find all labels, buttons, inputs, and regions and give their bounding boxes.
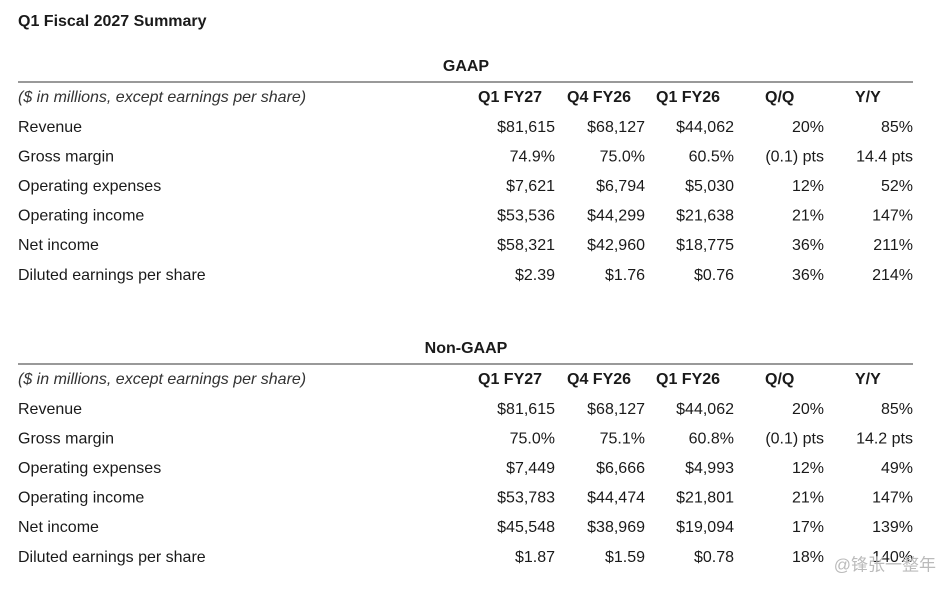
cell: 75.0% xyxy=(600,148,645,165)
row-label: Gross margin xyxy=(18,430,114,447)
cell: 21% xyxy=(792,208,824,225)
cell: 20% xyxy=(792,401,824,418)
column-header: Q4 FY26 xyxy=(567,89,631,106)
cell: 18% xyxy=(792,549,824,566)
column-header: Q1 FY27 xyxy=(478,89,542,106)
cell: 211% xyxy=(873,237,913,254)
cell: 140% xyxy=(872,549,913,566)
cell: $44,474 xyxy=(587,490,645,507)
cell: $19,094 xyxy=(676,519,734,536)
cell: 49% xyxy=(881,460,913,477)
cell: $7,621 xyxy=(506,178,555,195)
cell: 17% xyxy=(792,519,824,536)
row-label: Operating income xyxy=(18,208,144,225)
cell: 14.4 pts xyxy=(856,148,913,165)
cell: 60.8% xyxy=(689,430,734,447)
cell: $38,969 xyxy=(587,519,645,536)
cell: $2.39 xyxy=(515,267,555,284)
row-label: Diluted earnings per share xyxy=(18,267,206,284)
cell: (0.1) pts xyxy=(765,148,824,165)
cell: $68,127 xyxy=(587,401,645,418)
cell: 74.9% xyxy=(510,148,555,165)
cell: $21,638 xyxy=(676,208,734,225)
cell: 60.5% xyxy=(689,148,734,165)
cell: 75.1% xyxy=(600,430,645,447)
cell: $4,993 xyxy=(685,460,734,477)
cell: $45,548 xyxy=(497,519,555,536)
cell: 36% xyxy=(792,267,824,284)
cell: 12% xyxy=(792,178,824,195)
row-label: Operating income xyxy=(18,490,144,507)
cell: $5,030 xyxy=(685,178,734,195)
cell: 214% xyxy=(872,267,913,284)
cell: 139% xyxy=(872,519,913,536)
row-label: Net income xyxy=(18,237,99,254)
column-header: Y/Y xyxy=(855,371,881,388)
row-label: Diluted earnings per share xyxy=(18,549,206,566)
cell: 147% xyxy=(872,208,913,225)
cell: $81,615 xyxy=(497,119,555,136)
cell: 85% xyxy=(881,401,913,418)
column-header: Q1 FY26 xyxy=(656,89,720,106)
watermark: @锋张一整年 xyxy=(834,555,936,574)
cell: $44,062 xyxy=(676,119,734,136)
row-label: Gross margin xyxy=(18,148,114,165)
cell: $18,775 xyxy=(676,237,734,254)
cell: $58,321 xyxy=(497,237,555,254)
cell: $81,615 xyxy=(497,401,555,418)
cell: 36% xyxy=(792,237,824,254)
column-header: Q1 FY27 xyxy=(478,371,542,388)
row-label: Revenue xyxy=(18,401,82,418)
cell: $1.76 xyxy=(605,267,645,284)
cell: 20% xyxy=(792,119,824,136)
cell: $68,127 xyxy=(587,119,645,136)
cell: $1.59 xyxy=(605,549,645,566)
cell: 75.0% xyxy=(510,430,555,447)
column-header: Y/Y xyxy=(855,89,881,106)
caption: ($ in millions, except earnings per shar… xyxy=(18,89,306,106)
column-header: Q/Q xyxy=(765,371,794,388)
row-label: Net income xyxy=(18,519,99,536)
page-title: Q1 Fiscal 2027 Summary xyxy=(18,13,207,30)
cell: 14.2 pts xyxy=(856,430,913,447)
cell: $0.78 xyxy=(694,549,734,566)
column-header: Q/Q xyxy=(765,89,794,106)
row-label: Operating expenses xyxy=(18,178,161,195)
cell: 52% xyxy=(881,178,913,195)
section-heading: GAAP xyxy=(443,58,490,75)
cell: $42,960 xyxy=(587,237,645,254)
row-label: Operating expenses xyxy=(18,460,161,477)
cell: 21% xyxy=(792,490,824,507)
cell: $1.87 xyxy=(515,549,555,566)
cell: $53,783 xyxy=(497,490,555,507)
cell: $21,801 xyxy=(676,490,734,507)
cell: 147% xyxy=(872,490,913,507)
cell: (0.1) pts xyxy=(765,430,824,447)
cell: 12% xyxy=(792,460,824,477)
cell: $7,449 xyxy=(506,460,555,477)
cell: $44,062 xyxy=(676,401,734,418)
cell: 85% xyxy=(881,119,913,136)
cell: $6,666 xyxy=(596,460,645,477)
section-heading: Non-GAAP xyxy=(425,340,508,357)
cell: $0.76 xyxy=(694,267,734,284)
caption: ($ in millions, except earnings per shar… xyxy=(18,371,306,388)
row-label: Revenue xyxy=(18,119,82,136)
cell: $53,536 xyxy=(497,208,555,225)
column-header: Q1 FY26 xyxy=(656,371,720,388)
column-header: Q4 FY26 xyxy=(567,371,631,388)
cell: $6,794 xyxy=(596,178,645,195)
cell: $44,299 xyxy=(587,208,645,225)
